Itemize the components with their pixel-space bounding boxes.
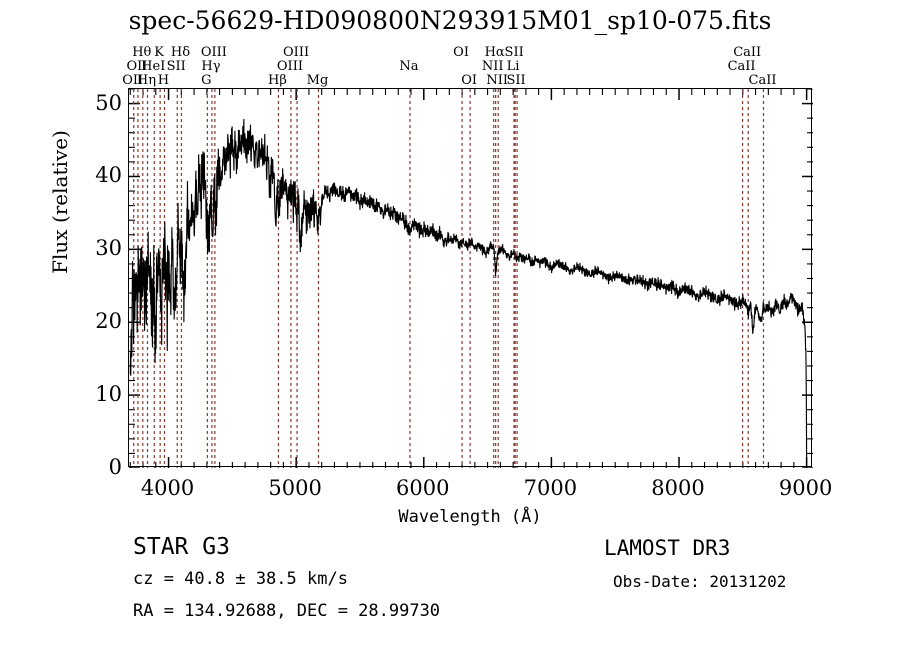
y-tick-label: 10 bbox=[95, 382, 122, 407]
obs-date-text: Obs-Date: 20131202 bbox=[613, 572, 787, 591]
spectral-line-label: CaII bbox=[748, 73, 777, 88]
y-axis-tick-labels: 0 10 20 30 40 50 bbox=[62, 88, 122, 479]
spectral-line-label: HeI bbox=[141, 59, 166, 74]
y-axis-title: Flux (relative) bbox=[48, 130, 72, 274]
spectral-line-label: Hβ bbox=[267, 73, 287, 88]
spectral-line-label-layer: OII Hθ OII Hη K HeI H Hδ SII Hγ G OIII Hβ OIII OIII Mg N… bbox=[0, 46, 900, 90]
spectral-line-label: OI bbox=[461, 73, 477, 88]
spectral-line-label: OI bbox=[453, 45, 469, 60]
object-class-text: STAR G3 bbox=[133, 534, 230, 560]
figure-title: spec-56629-HD090800N293915M01_sp10-075.f… bbox=[128, 6, 772, 35]
spectral-line-label: G bbox=[201, 73, 212, 88]
spectral-line-label: Hη bbox=[136, 73, 157, 88]
spectral-line-label: OIII bbox=[200, 45, 227, 60]
spectral-line-label: OII bbox=[126, 59, 148, 74]
y-tick-label: 30 bbox=[95, 236, 122, 261]
x-tick-label: 6000 bbox=[396, 476, 450, 500]
radial-velocity-text: cz = 40.8 ± 38.5 km/s bbox=[133, 569, 348, 589]
spectral-line-label: Hθ bbox=[132, 45, 152, 60]
spectral-line-label: Na bbox=[399, 59, 419, 74]
spectrum-svg bbox=[129, 89, 813, 468]
spectral-line-label: K bbox=[154, 45, 164, 60]
y-tick-label: 50 bbox=[95, 90, 122, 115]
y-tick-label: 0 bbox=[108, 455, 122, 479]
spectral-line-label: NII bbox=[486, 73, 508, 88]
spectral-line-label: Li bbox=[506, 59, 520, 74]
coordinates-text: RA = 134.92688, DEC = 28.99730 bbox=[133, 601, 441, 621]
spectral-line-label: Hα bbox=[484, 45, 505, 60]
spectral-line-label: Hγ bbox=[201, 59, 221, 74]
spectral-line-label: CaII bbox=[727, 59, 756, 74]
spectral-line-label: Mg bbox=[306, 73, 329, 88]
x-tick-label: 9000 bbox=[778, 476, 833, 500]
y-tick-label: 40 bbox=[95, 163, 122, 188]
spectral-line-label: OIII bbox=[283, 45, 310, 60]
x-tick-label: 5000 bbox=[268, 476, 322, 500]
x-axis-tick-labels: 4000 5000 6000 7000 8000 9000 bbox=[128, 476, 833, 504]
survey-name-text: LAMOST DR3 bbox=[604, 536, 731, 560]
plot-area bbox=[128, 88, 813, 468]
x-tick-label: 7000 bbox=[523, 476, 578, 500]
x-axis-title: Wavelength (Å) bbox=[398, 507, 542, 527]
spectral-line-label: SII bbox=[506, 73, 526, 88]
spectral-line-label: SII bbox=[166, 59, 186, 74]
spectral-line-label: Hδ bbox=[170, 45, 191, 60]
spectral-line-label: NII bbox=[481, 59, 504, 74]
spectral-line-label: OIII bbox=[276, 59, 303, 74]
spectral-line-label: H bbox=[157, 73, 170, 88]
spectral-line-label: CaII bbox=[733, 45, 762, 60]
y-tick-label: 20 bbox=[95, 309, 122, 334]
spectral-line-label: SII bbox=[504, 45, 524, 60]
x-tick-label: 8000 bbox=[651, 476, 705, 500]
x-tick-label: 4000 bbox=[140, 476, 195, 500]
spectral-line-label: OII bbox=[122, 73, 144, 88]
